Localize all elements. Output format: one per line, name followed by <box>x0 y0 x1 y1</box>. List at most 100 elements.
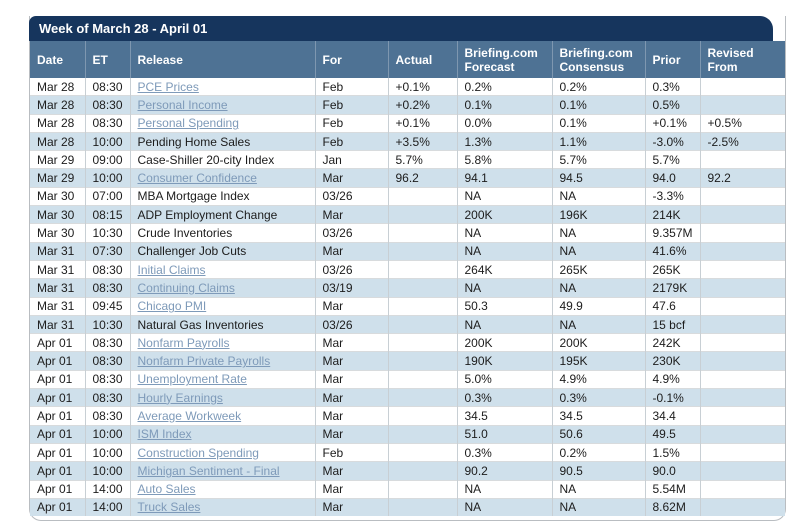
table-row: Apr 01 08:30 Hourly Earnings Mar 0.3% 0.3% -0.… <box>30 388 785 407</box>
table-row: Mar 29 10:00 Consumer Confidence Mar 96.2 94.… <box>30 168 785 188</box>
cell-consensus: 5.7% <box>551 150 645 169</box>
release-link[interactable]: Personal Income <box>137 97 228 112</box>
release-link[interactable]: Chicago PMI <box>137 299 207 314</box>
release-link[interactable]: Average Workweek <box>137 408 242 423</box>
cell-forecast: 0.2% <box>456 78 552 96</box>
cell-consensus: 0.1% <box>551 95 645 115</box>
cell-for: Mar <box>314 461 388 481</box>
cell-revised-from <box>699 497 785 517</box>
cell-et: 08:30 <box>84 406 130 426</box>
cell-consensus: 49.9 <box>551 296 645 316</box>
cell-actual <box>387 223 457 243</box>
table-row: Apr 01 10:00 Michigan Sentiment - Final Mar… <box>30 461 785 481</box>
cell-revised-from <box>699 388 785 407</box>
cell-consensus: NA <box>551 186 645 206</box>
release-link[interactable]: Nonfarm Private Payrolls <box>137 354 271 369</box>
release-link[interactable]: Unemployment Rate <box>137 372 247 387</box>
cell-et: 07:00 <box>84 186 130 206</box>
cell-date: Apr 01 <box>30 461 85 481</box>
cell-actual <box>387 369 457 389</box>
cell-date: Mar 29 <box>30 150 85 169</box>
release-link[interactable]: PCE Prices <box>137 79 199 94</box>
cell-date: Apr 01 <box>30 424 85 444</box>
cell-revised-from <box>699 78 785 96</box>
cell-actual <box>387 351 457 371</box>
cell-for: Mar <box>314 388 388 407</box>
cell-revised-from <box>699 461 785 481</box>
cell-consensus: 1.1% <box>551 131 645 151</box>
cell-et: 14:00 <box>84 497 130 517</box>
column-header-date: Date <box>30 41 85 78</box>
cell-release: Pending Home Sales <box>129 131 315 151</box>
cell-et: 08:30 <box>84 278 130 298</box>
cell-for: Mar <box>314 333 388 352</box>
cell-prior: -3.3% <box>644 186 700 206</box>
cell-release: Consumer Confidence <box>129 168 315 188</box>
release-link[interactable]: Personal Spending <box>137 116 239 131</box>
release-link[interactable]: Auto Sales <box>137 482 196 497</box>
cell-forecast: NA <box>456 241 552 261</box>
cell-date: Mar 29 <box>30 168 85 188</box>
cell-release: Chicago PMI <box>129 296 315 316</box>
table-row: Apr 01 10:00 ISM Index Mar 51.0 50.6 49.5 <box>30 424 785 444</box>
cell-forecast: 50.3 <box>456 296 552 316</box>
cell-date: Mar 31 <box>30 241 85 261</box>
table-row: Apr 01 14:00 Truck Sales Mar NA NA 8.62M <box>30 497 785 517</box>
table-row: Mar 28 08:30 PCE Prices Feb +0.1% 0.2% 0.2% 0.3… <box>30 78 785 96</box>
cell-release: ADP Employment Change <box>129 205 315 224</box>
cell-prior: 9.357M <box>644 223 700 243</box>
calendar-table: Date ET Release For Actual Briefing.com Forec… <box>30 41 785 517</box>
cell-actual <box>387 424 457 444</box>
cell-revised-from <box>699 442 785 462</box>
cell-forecast: 200K <box>456 205 552 224</box>
cell-release: Unemployment Rate <box>129 369 315 389</box>
cell-date: Apr 01 <box>30 442 85 462</box>
cell-date: Mar 30 <box>30 186 85 206</box>
release-link[interactable]: Initial Claims <box>137 262 206 277</box>
cell-prior: 0.5% <box>644 95 700 115</box>
table-row: Mar 28 08:30 Personal Spending Feb +0.1% 0.0%… <box>30 113 785 133</box>
cell-prior: 90.0 <box>644 461 700 481</box>
cell-consensus: NA <box>551 497 645 517</box>
cell-et: 08:30 <box>84 351 130 371</box>
release-link[interactable]: Hourly Earnings <box>137 390 223 405</box>
cell-consensus: 50.6 <box>551 424 645 444</box>
cell-for: 03/19 <box>314 278 388 298</box>
release-link[interactable]: Nonfarm Payrolls <box>137 335 230 350</box>
cell-date: Apr 01 <box>30 479 85 499</box>
cell-for: Mar <box>314 296 388 316</box>
cell-date: Mar 28 <box>30 95 85 115</box>
table-row: Mar 30 08:15 ADP Employment Change Mar 200K 1… <box>30 205 785 224</box>
release-link[interactable]: Consumer Confidence <box>137 171 257 186</box>
release-link[interactable]: Continuing Claims <box>137 280 235 295</box>
cell-revised-from <box>699 241 785 261</box>
cell-consensus: 265K <box>551 259 645 279</box>
cell-release: Hourly Earnings <box>129 388 315 407</box>
release-link[interactable]: Construction Spending <box>137 445 259 460</box>
cell-actual <box>387 442 457 462</box>
cell-forecast: 94.1 <box>456 168 552 188</box>
cell-prior: 34.4 <box>644 406 700 426</box>
cell-for: Mar <box>314 351 388 371</box>
cell-release: Initial Claims <box>129 259 315 279</box>
cell-prior: 15 bcf <box>644 314 700 334</box>
release-link[interactable]: Michigan Sentiment - Final <box>137 463 280 478</box>
cell-actual <box>387 296 457 316</box>
cell-forecast: 264K <box>456 259 552 279</box>
cell-release: Personal Spending <box>129 113 315 133</box>
cell-consensus: 0.2% <box>551 78 645 96</box>
cell-release: Case-Shiller 20-city Index <box>129 150 315 169</box>
cell-prior: 49.5 <box>644 424 700 444</box>
cell-actual <box>387 461 457 481</box>
release-link[interactable]: Truck Sales <box>137 500 201 515</box>
cell-release: Challenger Job Cuts <box>129 241 315 261</box>
cell-for: 03/26 <box>314 186 388 206</box>
cell-for: Feb <box>314 95 388 115</box>
cell-for: Mar <box>314 479 388 499</box>
cell-for: Mar <box>314 424 388 444</box>
cell-for: Jan <box>314 150 388 169</box>
cell-for: 03/26 <box>314 314 388 334</box>
cell-forecast: 34.5 <box>456 406 552 426</box>
cell-et: 08:30 <box>84 113 130 133</box>
release-link[interactable]: ISM Index <box>137 427 192 442</box>
